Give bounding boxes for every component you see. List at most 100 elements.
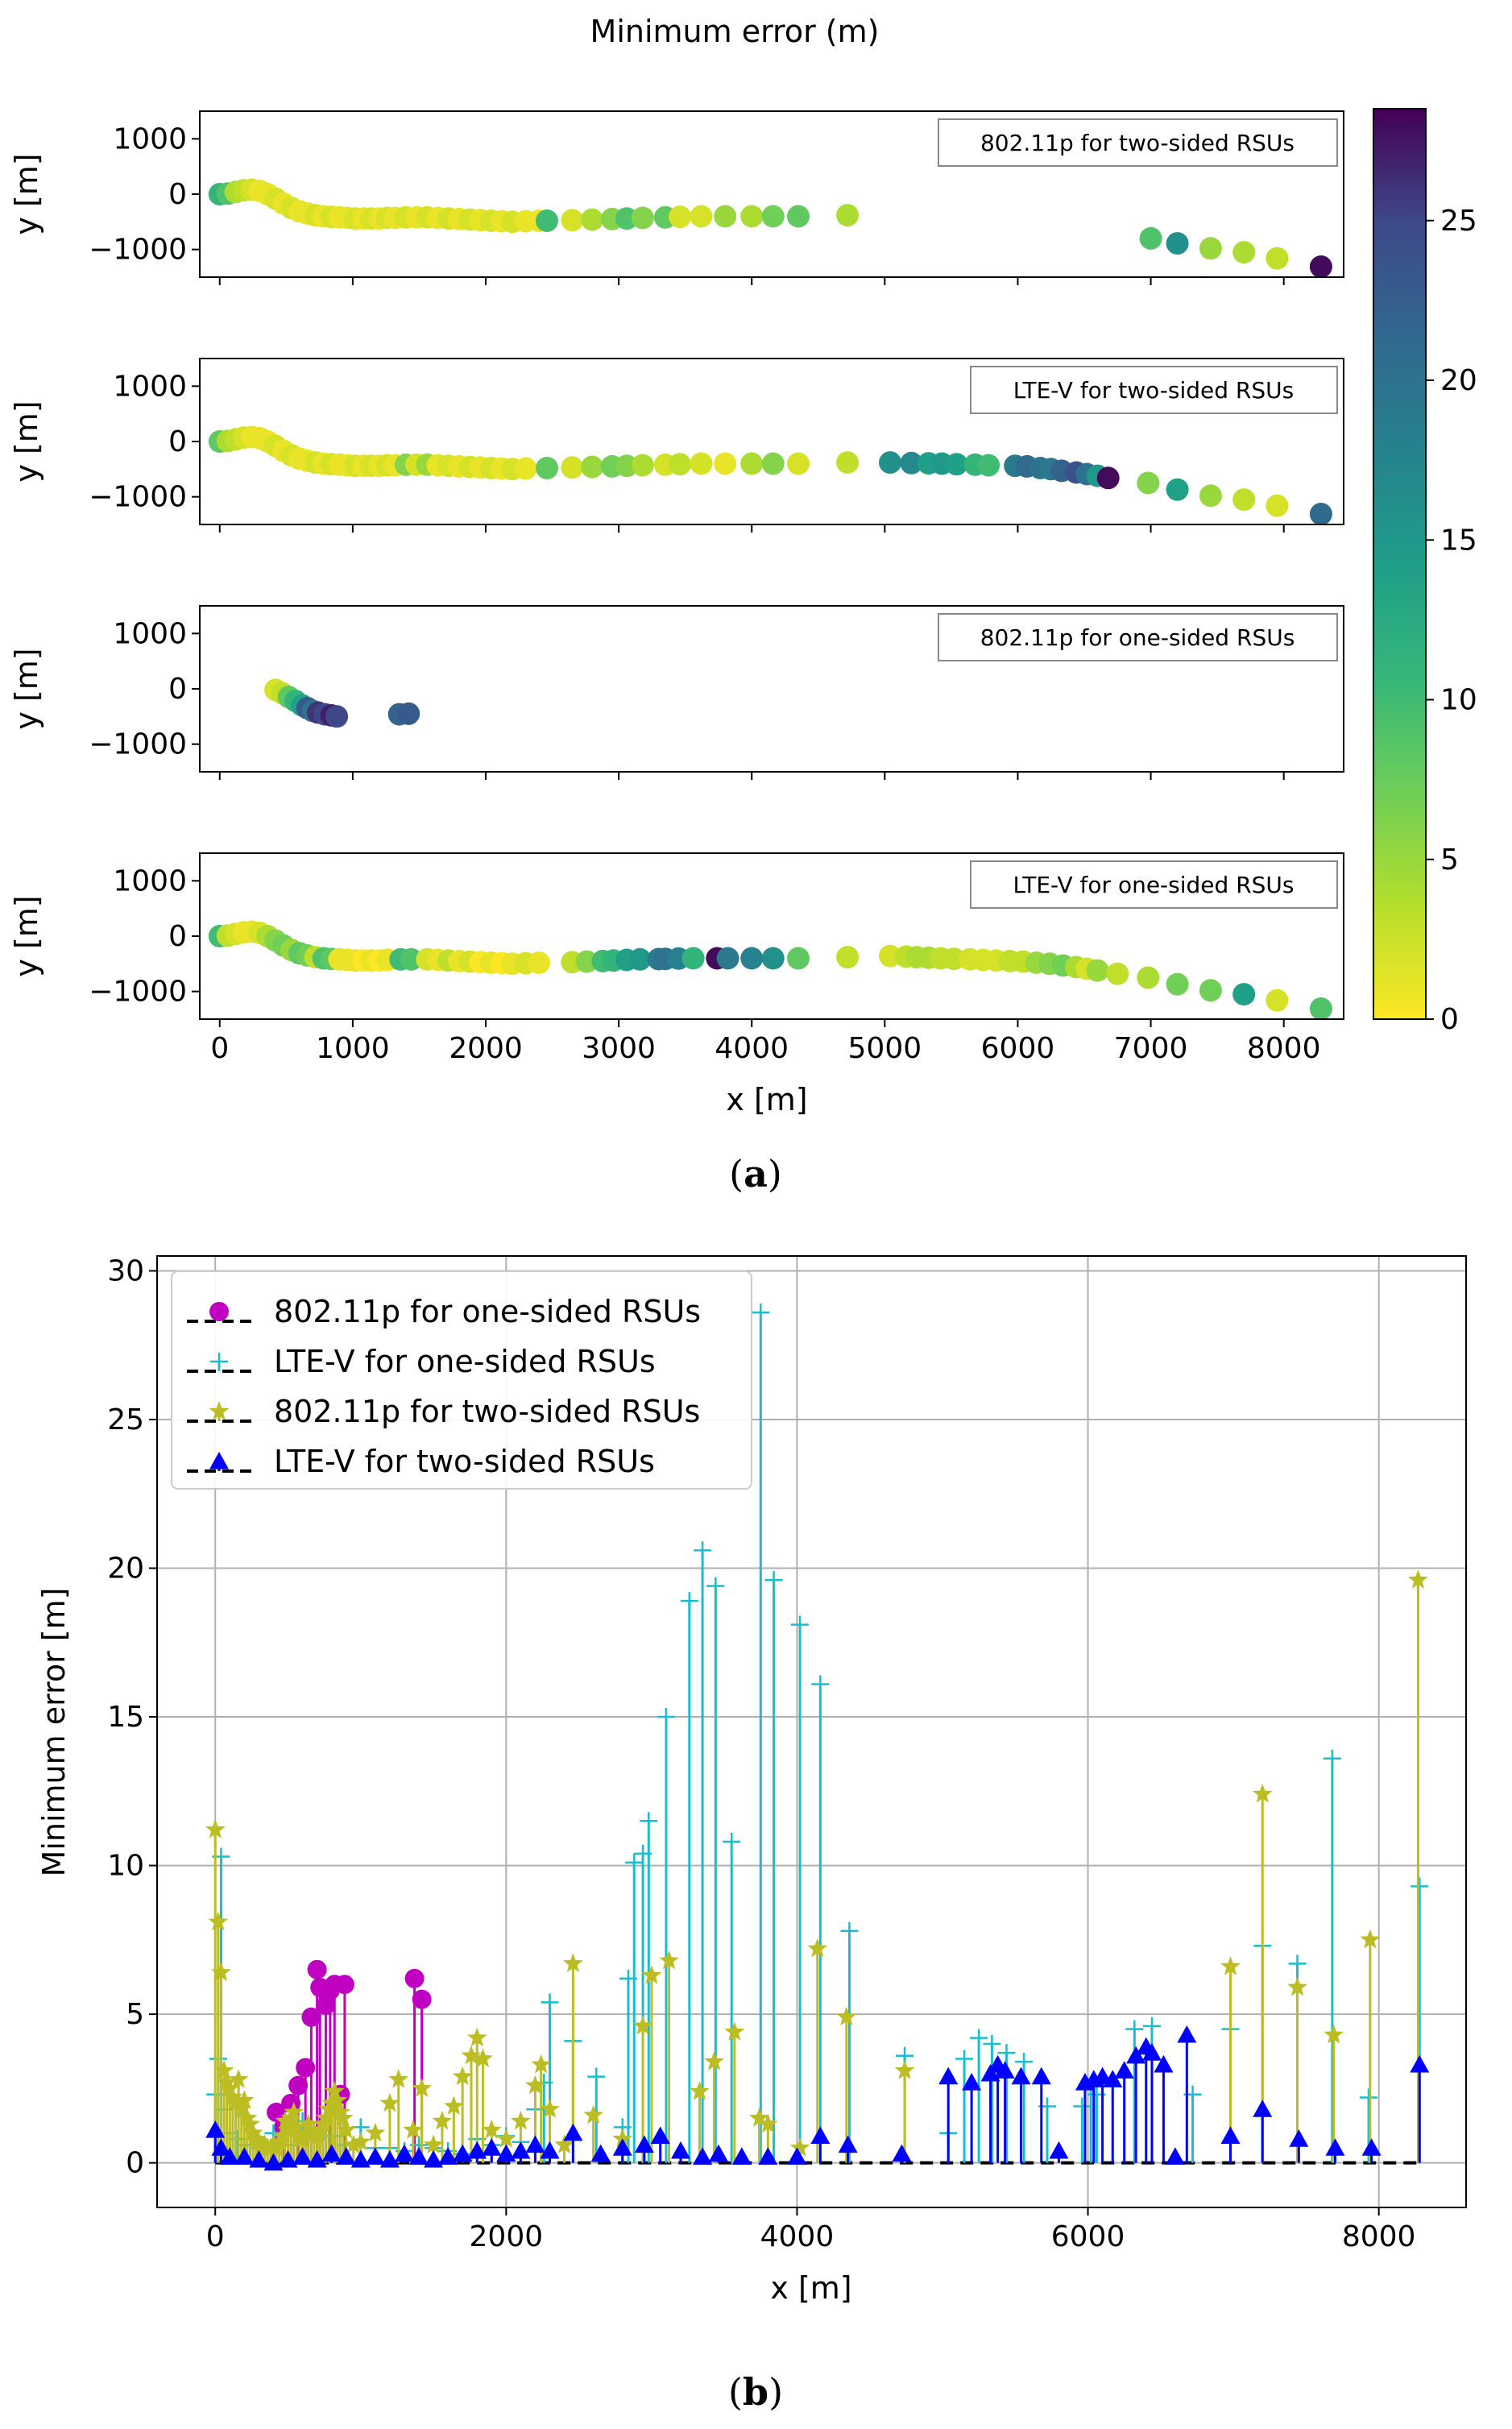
stem-marker xyxy=(650,2126,670,2145)
scatter-point xyxy=(397,702,420,725)
stem-marker xyxy=(343,2134,364,2153)
scatter-point xyxy=(945,453,968,476)
chart-b-series xyxy=(205,1304,1430,2171)
stem-marker xyxy=(219,2078,240,2097)
stem-marker xyxy=(1154,2054,1174,2073)
stem-marker xyxy=(511,2141,531,2159)
stem-marker xyxy=(997,2044,1016,2062)
scatter-point xyxy=(1266,494,1289,517)
stem-marker xyxy=(641,1965,662,1984)
stem-marker xyxy=(1073,2097,1092,2116)
ytick-label: 0 xyxy=(168,425,187,458)
chart-b-legend: 802.11p for one-sided RSUs LTE-V for one-… xyxy=(171,1270,752,1490)
stem-marker xyxy=(693,2147,713,2165)
stem-marker xyxy=(612,2128,633,2148)
panel-a3-label-box xyxy=(938,613,1338,661)
chart-b-xlabel: x [m] xyxy=(770,2270,851,2306)
scatter-point xyxy=(714,205,737,228)
colorbar-tick-label: 0 xyxy=(1440,1003,1459,1036)
stem-marker xyxy=(263,2134,284,2153)
stem-marker xyxy=(612,2138,632,2156)
scatter-point xyxy=(1139,226,1162,250)
xtick-label: 7000 xyxy=(1114,1032,1188,1065)
stem-marker xyxy=(811,1675,830,1693)
stem-marker xyxy=(249,2131,269,2151)
scatter-point xyxy=(1086,959,1109,982)
scatter-point xyxy=(536,457,558,479)
stem-marker xyxy=(205,1819,226,1838)
stem-marker xyxy=(481,2120,502,2139)
stem-marker xyxy=(336,2147,356,2165)
ytick-label: −1000 xyxy=(89,976,187,1009)
stem-marker xyxy=(1011,2066,1031,2085)
xtick-label: 0 xyxy=(210,1032,229,1065)
scatter-point xyxy=(615,454,638,478)
scatter-point xyxy=(740,205,764,228)
stem-marker xyxy=(496,2128,516,2148)
scatter-point xyxy=(761,947,785,970)
stem-marker xyxy=(724,2021,745,2041)
panel-a4-points xyxy=(208,920,1332,1020)
scatter-point xyxy=(325,705,349,728)
stem-marker xyxy=(289,2125,310,2145)
stem-marker xyxy=(234,2147,255,2165)
scatter-point xyxy=(581,208,604,231)
stem-marker xyxy=(334,1975,354,1995)
stem-marker xyxy=(467,2141,487,2159)
panel-a1: 1000 0 −1000 y [m] 802.11p for two-sided R… xyxy=(9,110,1344,285)
stem-marker xyxy=(938,2066,959,2085)
scatter-point xyxy=(942,947,966,971)
xtick-label: 0 xyxy=(206,2220,225,2253)
scatter-point xyxy=(740,947,764,970)
stem-marker xyxy=(583,2104,603,2124)
stem-marker xyxy=(752,1304,770,1322)
scatter-point xyxy=(1166,478,1189,501)
stem-marker xyxy=(995,2061,1015,2079)
stem-marker xyxy=(263,2153,284,2171)
scatter-point xyxy=(1309,997,1332,1020)
scatter-point xyxy=(1232,488,1256,512)
scatter-point xyxy=(1266,247,1289,270)
panel-a4-xtick-marks xyxy=(218,1019,1285,1027)
stem-marker xyxy=(1165,2147,1185,2165)
scatter-point xyxy=(1166,232,1189,255)
stem-marker xyxy=(1015,2053,1034,2071)
stem-marker xyxy=(466,2027,487,2047)
colorbar-tick-label: 10 xyxy=(1440,684,1477,717)
stem-marker xyxy=(640,1812,658,1830)
legend-marker xyxy=(209,1401,230,1420)
ytick-label: 0 xyxy=(168,178,187,211)
scatter-point xyxy=(669,453,692,476)
panel-a2-points xyxy=(208,425,1332,525)
stem-marker xyxy=(217,2072,237,2091)
stem-marker xyxy=(211,2138,231,2156)
stem-marker xyxy=(1143,2017,1161,2035)
stem-marker xyxy=(432,2111,453,2130)
ytick-label: 30 xyxy=(107,1254,144,1287)
colorbar-ticks: 0 5 10 15 20 25 xyxy=(1426,205,1477,1036)
stem-marker xyxy=(983,2035,1001,2054)
stem-marker xyxy=(307,2149,327,2168)
chart-b: 0 2000 4000 6000 8000 0 5 10 15 20 25 30 x [m] Min… xyxy=(36,1254,1467,2306)
stem-marker xyxy=(213,2060,234,2079)
stem-marker xyxy=(894,2060,915,2079)
stem-marker xyxy=(632,2015,653,2035)
stem-marker xyxy=(316,2108,336,2127)
scatter-point xyxy=(787,947,810,970)
stem-marker xyxy=(424,2149,444,2168)
stem-marker xyxy=(394,2144,414,2162)
colorbar-tick-label: 25 xyxy=(1440,205,1477,238)
stem-marker xyxy=(423,2134,444,2153)
stem-marker xyxy=(525,2075,545,2095)
panel-a1-label: 802.11p for two-sided RSUs xyxy=(980,130,1295,156)
chart-b-xticks: 0 2000 4000 6000 8000 xyxy=(206,2207,1415,2253)
scatter-point xyxy=(900,451,923,475)
scatter-point xyxy=(1106,962,1129,985)
stem-marker xyxy=(379,2092,400,2112)
xtick-label: 3000 xyxy=(582,1032,656,1065)
scatter-point xyxy=(1096,466,1120,490)
stem-marker xyxy=(962,2072,982,2091)
scatter-point xyxy=(1199,979,1222,1002)
ytick-label: 25 xyxy=(107,1403,144,1436)
stem-marker xyxy=(1411,1877,1429,1896)
